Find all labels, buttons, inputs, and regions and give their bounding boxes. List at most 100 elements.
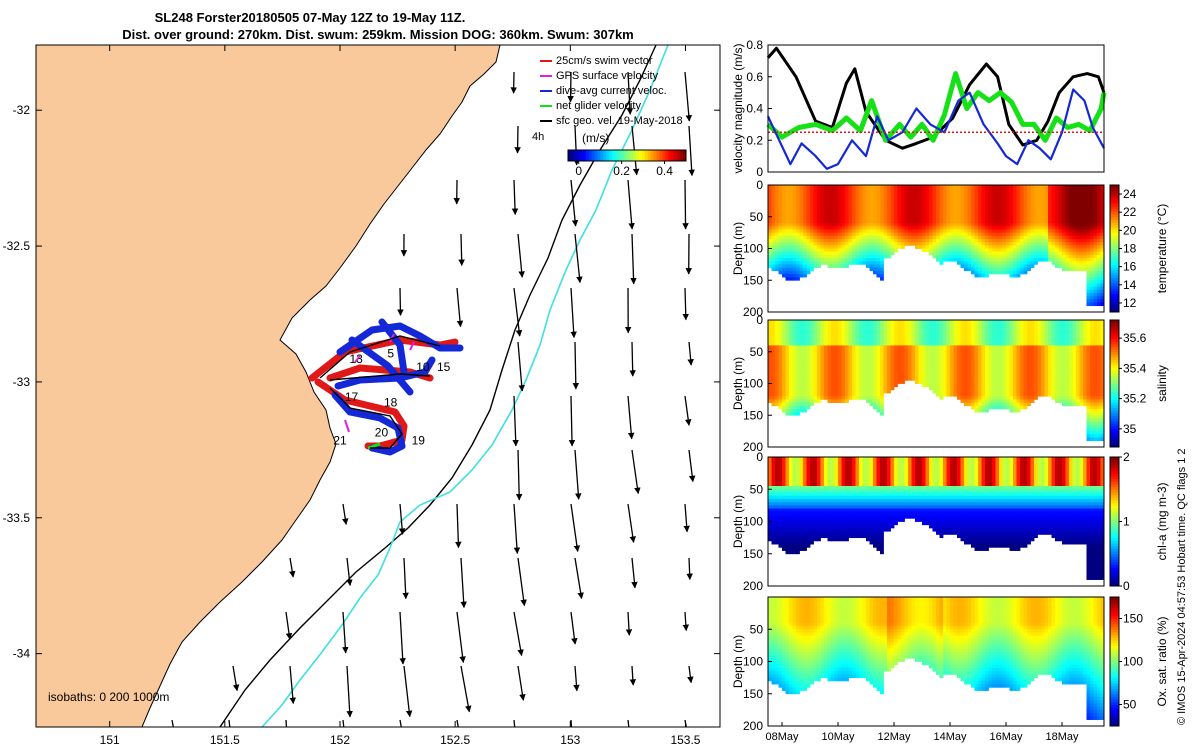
section-cell: [789, 332, 793, 337]
section-cell: [810, 200, 814, 205]
section-cell: [1055, 210, 1059, 214]
section-cell: [796, 204, 800, 208]
velocity-arrow: [513, 719, 516, 727]
section-cell: [810, 219, 814, 224]
section-cell: [890, 194, 895, 199]
section-cell: [820, 229, 825, 234]
section-cell: [1013, 200, 1017, 205]
section-cell: [995, 185, 1000, 189]
section-cell: [978, 270, 982, 275]
section-cell: [883, 248, 888, 253]
section-cell: [1027, 264, 1031, 268]
section-cell: [1027, 389, 1031, 394]
section-cell: [866, 188, 870, 192]
colorbar-cell: [579, 150, 584, 161]
section-cell: [911, 188, 916, 192]
section-cell: [922, 185, 926, 189]
section-cell: [897, 245, 902, 249]
section-cell: [859, 261, 863, 265]
section-cell: [845, 191, 849, 195]
section-cell: [1023, 332, 1028, 337]
section-cell: [1044, 326, 1049, 330]
section-cell: [1027, 370, 1031, 375]
section-cell: [1013, 219, 1017, 224]
section-cell: [964, 232, 968, 237]
section-cell: [873, 351, 877, 356]
section-cell: [911, 213, 916, 218]
section-cell: [1093, 194, 1098, 199]
section-colorbar-cell: [1110, 280, 1119, 284]
section-cell: [1051, 248, 1056, 253]
section-cell: [1020, 248, 1024, 253]
section-cell: [908, 329, 912, 334]
section-cell: [806, 251, 811, 256]
section-cell: [1069, 210, 1073, 214]
section-cell: [957, 351, 961, 356]
section-cell: [901, 197, 905, 202]
section-cell: [820, 210, 825, 214]
section-cell: [999, 396, 1003, 400]
section-cell: [880, 270, 884, 275]
section-cell: [978, 402, 982, 407]
section-cell: [936, 238, 940, 243]
section-cell: [985, 204, 989, 208]
section-cell: [1009, 370, 1014, 375]
section-cell: [1023, 399, 1028, 403]
section-cell: [932, 389, 937, 394]
section-cell: [1093, 216, 1098, 221]
section-cell: [810, 329, 814, 334]
velocity-arrow: [627, 719, 630, 727]
section-cell: [1002, 248, 1007, 253]
section-cell: [950, 329, 954, 334]
section-cell: [834, 399, 839, 403]
section-cell: [953, 329, 958, 334]
section-cell: [1093, 302, 1098, 307]
section-cell: [974, 232, 979, 237]
section-cell: [1083, 242, 1087, 246]
section-cell: [831, 364, 835, 369]
section-cell: [806, 348, 811, 353]
section-cell: [1006, 204, 1010, 208]
section-cell: [939, 335, 944, 340]
section-cell: [887, 216, 891, 221]
section-cell: [946, 383, 951, 388]
section-cell: [1044, 386, 1049, 391]
section-cell: [932, 364, 937, 369]
section-cell: [1086, 270, 1091, 275]
section-cell: [967, 229, 972, 234]
section-cell: [971, 242, 975, 246]
section-cell: [932, 238, 937, 243]
section-cell: [824, 364, 828, 369]
section-cell: [841, 348, 846, 353]
section-cell: [852, 348, 856, 353]
section-cell: [967, 235, 972, 240]
section-cell: [1013, 326, 1017, 330]
section-cell: [1013, 248, 1017, 253]
section-cell: [932, 332, 937, 337]
section-cell: [943, 235, 947, 240]
section-cell: [964, 229, 968, 234]
section-cell: [1079, 254, 1084, 259]
section-cell: [999, 232, 1003, 237]
section-cell: [1090, 188, 1094, 192]
section-cell: [1030, 383, 1035, 388]
section-cell: [911, 345, 916, 349]
section-cell: [999, 351, 1003, 356]
section-cell: [1044, 354, 1049, 359]
section-cell: [845, 216, 849, 221]
section-cell: [778, 267, 783, 272]
section-cell: [1023, 323, 1028, 327]
section-cell: [1062, 254, 1066, 259]
section-cell: [915, 188, 919, 192]
section-cell: [796, 242, 800, 246]
section-cell: [859, 335, 863, 340]
section-cell: [862, 351, 867, 356]
section-cell: [1093, 226, 1098, 230]
section-cell: [1016, 329, 1021, 334]
section-cell: [883, 188, 888, 192]
section-cell: [771, 358, 776, 362]
section-cell: [876, 264, 881, 268]
velocity-arrow: [631, 449, 641, 495]
velocity-arrow: [570, 503, 581, 553]
